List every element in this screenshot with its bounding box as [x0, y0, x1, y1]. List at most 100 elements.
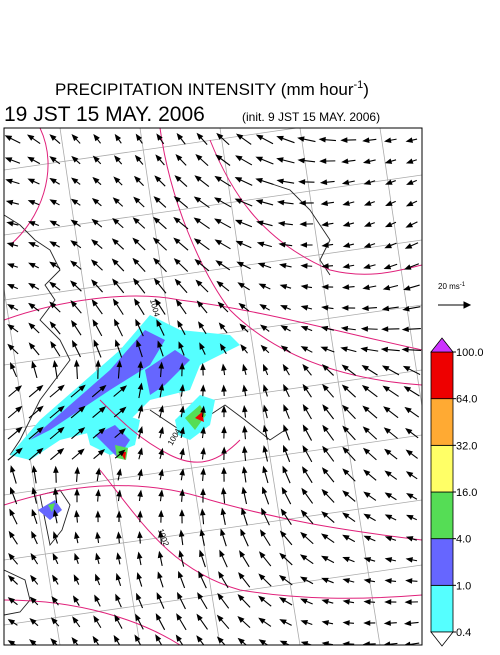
wind-vector-head — [32, 510, 36, 515]
map: 1004 1004 1002 — [0, 110, 500, 650]
wind-vector-head — [156, 635, 160, 640]
wind-vector-head — [322, 327, 327, 331]
wind-vector-head — [222, 448, 226, 453]
wind-vector-head — [284, 446, 288, 451]
wind-vector-head — [116, 135, 121, 140]
wind-vector-head — [365, 536, 370, 540]
wind-vector-head — [407, 515, 412, 519]
wind-vector-head — [198, 593, 202, 598]
wind-vector-head — [96, 490, 100, 495]
wind-vector-head — [383, 366, 388, 370]
wind-vector-head — [117, 512, 121, 517]
title: PRECIPITATION INTENSITY (mm hour-1) — [55, 79, 369, 99]
wind-vector-head — [75, 490, 79, 495]
wind-vector-head — [343, 285, 348, 289]
wind-vector-head — [28, 135, 33, 139]
wind-vector-head — [386, 600, 391, 604]
wind-vector-head — [344, 600, 349, 604]
wind-vector-head — [405, 642, 410, 646]
wind-vector-head — [159, 470, 163, 475]
wind-vector-head — [75, 468, 79, 473]
wind-vector-head — [28, 157, 33, 161]
wind-vector-head — [280, 243, 285, 247]
wind-vector-head — [195, 197, 200, 202]
wind-vector-head — [405, 387, 410, 391]
wind-vector-head — [74, 576, 78, 581]
wind-vector-head — [406, 244, 411, 248]
wind-vector-head — [53, 554, 57, 559]
wind-vector-head — [284, 385, 288, 390]
wind-vector-head — [365, 579, 370, 583]
wind-vector-head — [136, 320, 140, 325]
wind-vector-head — [51, 200, 56, 204]
wind-vector-head — [8, 285, 13, 289]
wind-vector-head — [407, 579, 412, 583]
wind-vector-head — [53, 576, 57, 581]
wind-vector-head — [278, 136, 283, 140]
wind-vector-head — [365, 244, 370, 248]
wind-vector-head — [365, 621, 370, 625]
wind-vector-head — [342, 138, 347, 142]
wind-vector-head — [279, 222, 284, 226]
wind-vector-head — [344, 201, 349, 205]
colorbar-over — [431, 338, 453, 352]
wind-vector-head — [321, 180, 326, 184]
wind-vector-head — [301, 577, 306, 581]
wind-vector-head — [284, 365, 288, 370]
wind-vector-head — [283, 467, 287, 472]
wind-vector-head — [386, 244, 391, 248]
wind-vector-head — [257, 135, 262, 139]
wind-vector-head — [180, 531, 184, 536]
wind-vector-head — [222, 428, 226, 433]
wind-vector-head — [135, 299, 139, 304]
wind-vector-head — [75, 533, 79, 538]
wind-vector-head — [407, 159, 412, 163]
wind-vector-head — [29, 179, 34, 183]
wind-vector-head — [303, 426, 307, 431]
wind-vector-head — [137, 594, 141, 599]
wind-vector-head — [264, 365, 268, 370]
wind-vector-head — [382, 348, 387, 352]
colorbar-under — [431, 632, 453, 646]
wind-vector-head — [54, 489, 58, 494]
wind-vector-head — [278, 179, 283, 183]
wind-vector-head — [323, 306, 328, 310]
colorbar-label: 0.4 — [456, 627, 471, 639]
wind-vector-head — [386, 515, 391, 519]
colorbar-label: 64.0 — [456, 394, 477, 406]
wind-vector-head — [199, 572, 203, 577]
wind-vector-head — [8, 264, 13, 268]
wind-vector-head — [159, 511, 163, 516]
wind-vector-head — [284, 426, 288, 431]
wind-vector-head — [344, 243, 349, 247]
wind-vector-head — [407, 558, 412, 562]
wind-vector-head — [407, 181, 412, 185]
wind-vector-head — [302, 264, 307, 268]
wind-vector-head — [180, 470, 184, 475]
wind-vector-head — [71, 241, 76, 246]
wind-vector-head — [29, 263, 34, 267]
wind-vector-head — [236, 199, 241, 203]
wind-vector-head — [282, 488, 286, 493]
wind-vector-head — [364, 138, 369, 142]
wind-vector-head — [240, 551, 244, 556]
wind-vector-head — [323, 600, 328, 604]
wind-vector-head — [96, 533, 100, 538]
wind-vector-head — [386, 159, 391, 163]
wind-vector-head — [301, 222, 306, 226]
colorbar-segment — [431, 492, 453, 539]
wind-vector-head — [405, 621, 410, 625]
wind-vector-head — [216, 177, 221, 181]
wind-vector-head — [300, 201, 305, 205]
wind-vector-head — [243, 386, 247, 391]
wind-vector-head — [362, 327, 367, 331]
wind-vector-head — [280, 598, 285, 602]
wind-vector-head — [257, 157, 262, 161]
wind-vector-head — [304, 405, 308, 410]
grid-line — [220, 128, 300, 645]
wind-vector-head — [239, 283, 244, 287]
wind-vector-head — [258, 242, 263, 246]
wind-vector-head — [407, 494, 412, 498]
wind-vector-head — [201, 510, 205, 515]
wind-vector-head — [75, 511, 79, 516]
